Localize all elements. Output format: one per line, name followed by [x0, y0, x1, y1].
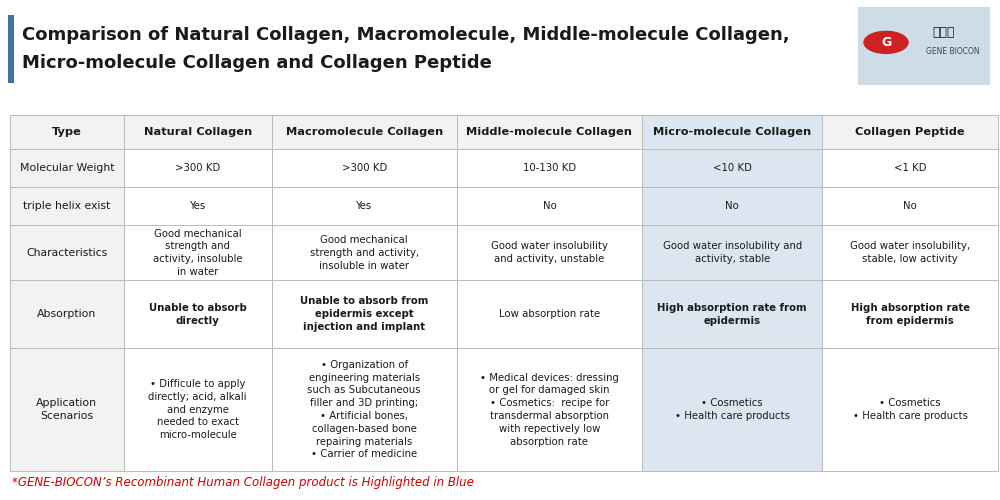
Text: Characteristics: Characteristics	[26, 248, 107, 258]
Text: 冀百康: 冀百康	[932, 26, 954, 39]
Text: Comparison of Natural Collagen, Macromolecule, Middle-molecule Collagen,: Comparison of Natural Collagen, Macromol…	[22, 26, 790, 44]
Bar	[822, 115, 998, 149]
Text: Unable to absorb
directly: Unable to absorb directly	[149, 303, 247, 326]
Text: GENE BIOCON: GENE BIOCON	[926, 47, 980, 56]
Bar	[124, 280, 272, 348]
Bar	[457, 280, 642, 348]
Bar	[822, 187, 998, 225]
Bar	[10, 149, 124, 187]
Bar	[124, 348, 272, 471]
Text: No: No	[903, 201, 917, 211]
Bar	[10, 115, 124, 149]
Text: • Organization of
engineering materials
such as Subcutaneous
filler and 3D print: • Organization of engineering materials …	[307, 360, 421, 460]
Bar	[457, 348, 642, 471]
Bar	[10, 225, 124, 280]
Bar	[822, 348, 998, 471]
Text: No: No	[725, 201, 739, 211]
Text: • Cosmetics
• Health care products: • Cosmetics • Health care products	[853, 398, 968, 421]
Text: <1 KD: <1 KD	[894, 163, 926, 173]
Bar	[642, 280, 822, 348]
Bar	[272, 149, 457, 187]
Text: Natural Collagen: Natural Collagen	[144, 127, 252, 137]
Text: triple helix exist: triple helix exist	[23, 201, 110, 211]
Text: Application
Scenarios: Application Scenarios	[36, 398, 97, 421]
Bar	[822, 225, 998, 280]
Text: • Medical devices: dressing
or gel for damaged skin
• Cosmetics:  recipe for
tra: • Medical devices: dressing or gel for d…	[480, 372, 619, 446]
Text: • Difficule to apply
directly; acid, alkali
and enzyme
needed to exact
micro-mol: • Difficule to apply directly; acid, alk…	[148, 379, 247, 440]
Text: Good water insolubility and
activity, stable: Good water insolubility and activity, st…	[663, 242, 802, 264]
Bar	[10, 280, 124, 348]
Text: >300 KD: >300 KD	[342, 163, 387, 173]
Text: Yes: Yes	[190, 201, 206, 211]
Bar	[457, 115, 642, 149]
Bar	[822, 149, 998, 187]
Bar	[124, 225, 272, 280]
Bar	[272, 187, 457, 225]
Bar	[10, 187, 124, 225]
Bar	[124, 115, 272, 149]
Bar	[642, 149, 822, 187]
Bar	[858, 8, 990, 85]
Text: • Cosmetics
• Health care products: • Cosmetics • Health care products	[675, 398, 790, 421]
Text: Low absorption rate: Low absorption rate	[499, 309, 600, 319]
Bar	[10, 348, 124, 471]
Text: Micro-molecule Collagen: Micro-molecule Collagen	[653, 127, 811, 137]
Bar	[124, 149, 272, 187]
Text: *GENE-BIOCON’s Recombinant Human Collagen product is Highlighted in Blue: *GENE-BIOCON’s Recombinant Human Collage…	[12, 476, 474, 489]
Text: Type: Type	[52, 127, 82, 137]
Bar	[8, 15, 14, 82]
Text: Unable to absorb from
epidermis except
injection and implant: Unable to absorb from epidermis except i…	[300, 296, 428, 332]
Text: High absorption rate from
epidermis: High absorption rate from epidermis	[657, 303, 807, 326]
Text: <10 KD: <10 KD	[713, 163, 752, 173]
Text: Collagen Peptide: Collagen Peptide	[855, 127, 965, 137]
Text: Molecular Weight: Molecular Weight	[20, 163, 114, 173]
Bar	[642, 225, 822, 280]
Text: 10-130 KD: 10-130 KD	[523, 163, 576, 173]
Bar	[642, 115, 822, 149]
Bar	[457, 149, 642, 187]
Bar	[642, 348, 822, 471]
Bar	[124, 187, 272, 225]
Bar	[272, 280, 457, 348]
Bar	[642, 187, 822, 225]
Bar	[457, 225, 642, 280]
Text: No: No	[543, 201, 556, 211]
Text: Middle-molecule Collagen: Middle-molecule Collagen	[466, 127, 632, 137]
Bar	[272, 348, 457, 471]
Text: Good water insolubility
and activity, unstable: Good water insolubility and activity, un…	[491, 242, 608, 264]
Bar	[822, 280, 998, 348]
Bar	[272, 115, 457, 149]
Text: Absorption: Absorption	[37, 309, 96, 319]
Bar	[272, 225, 457, 280]
Text: G: G	[881, 36, 891, 49]
Text: Good mechanical
strength and activity,
insoluble in water: Good mechanical strength and activity, i…	[310, 235, 419, 270]
Text: High absorption rate
from epidermis: High absorption rate from epidermis	[851, 303, 970, 326]
Circle shape	[864, 32, 908, 54]
Text: Macromolecule Collagen: Macromolecule Collagen	[286, 127, 443, 137]
Text: Micro-molecule Collagen and Collagen Peptide: Micro-molecule Collagen and Collagen Pep…	[22, 54, 492, 72]
Text: Good mechanical
strength and
activity, insoluble
in water: Good mechanical strength and activity, i…	[153, 228, 242, 277]
Text: >300 KD: >300 KD	[175, 163, 220, 173]
Text: Yes: Yes	[356, 201, 372, 211]
Text: Good water insolubility,
stable, low activity: Good water insolubility, stable, low act…	[850, 242, 970, 264]
Bar	[457, 187, 642, 225]
